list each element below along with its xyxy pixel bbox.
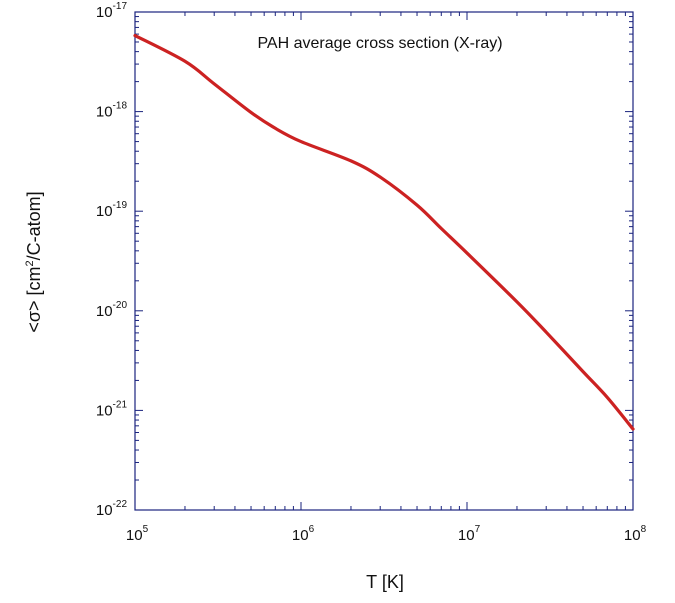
plot-frame: [134, 11, 634, 511]
series-line: [133, 33, 635, 431]
x-tick-label: 105: [126, 524, 149, 544]
y-tick-label: 10-18: [96, 101, 128, 121]
x-tick-label: 106: [292, 524, 315, 544]
y-tick-label: 10-20: [96, 300, 128, 320]
x-axis-title: T [K]: [366, 572, 404, 592]
y-tick-label: 10-21: [96, 399, 128, 419]
x-tick-label: 108: [624, 524, 647, 544]
chart-title: PAH average cross section (X-ray): [257, 35, 502, 52]
y-tick-label: 10-22: [96, 499, 128, 519]
plot-area: 105 106 107 108 10-22 10-21 10-20 10-19 10-18 10-…: [96, 1, 647, 544]
y-tick-label: 10-17: [96, 1, 128, 21]
x-tick-label: 107: [458, 524, 481, 544]
y-axis-title: <σ> [cm2/C-atom]: [24, 191, 44, 332]
y-tick-label: 10-19: [96, 200, 128, 220]
